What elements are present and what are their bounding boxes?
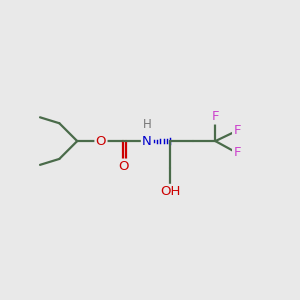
Text: O: O xyxy=(96,135,106,148)
Text: H: H xyxy=(143,118,152,131)
Text: OH: OH xyxy=(160,185,180,198)
Text: O: O xyxy=(118,160,128,173)
Text: N: N xyxy=(142,135,152,148)
Text: F: F xyxy=(233,124,241,137)
Text: F: F xyxy=(212,110,219,123)
Text: F: F xyxy=(233,146,241,160)
